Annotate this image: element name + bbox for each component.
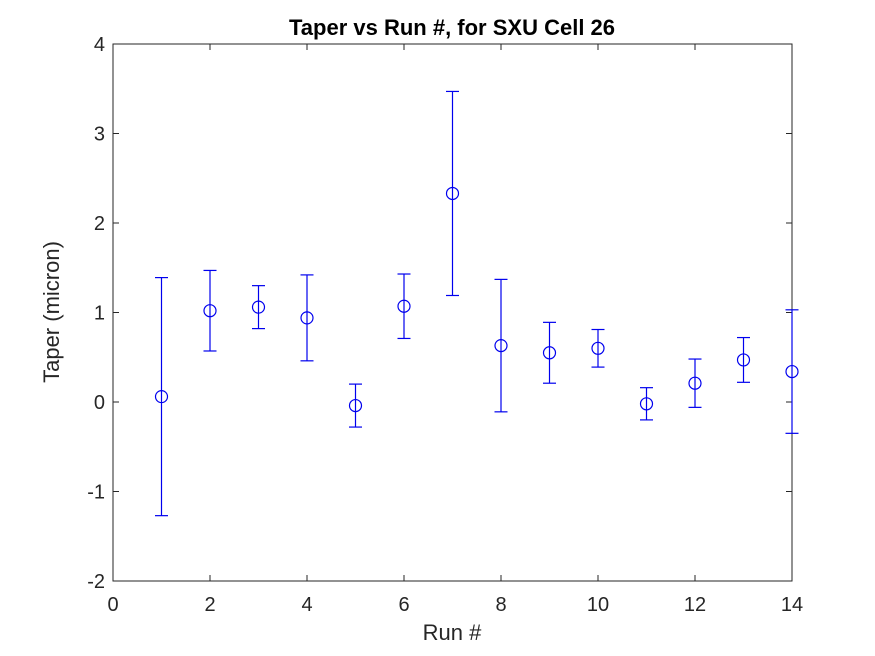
data-point-marker	[251, 300, 266, 314]
y-tick-label: -1	[87, 482, 105, 504]
x-tick-label: 4	[301, 594, 312, 616]
x-tick-label: 12	[684, 594, 706, 616]
data-point-marker	[688, 376, 702, 390]
data-point-marker	[591, 341, 605, 355]
data-point-marker	[445, 186, 460, 201]
x-axis-label: Run #	[423, 620, 482, 645]
data-point-marker	[300, 311, 314, 325]
x-tick-label: 14	[781, 594, 803, 616]
y-tick-label: 3	[94, 124, 105, 146]
y-tick-label: 2	[94, 213, 105, 235]
x-tick-label: 8	[495, 594, 506, 616]
data-point-marker	[736, 353, 751, 367]
x-tick-label: 2	[204, 594, 215, 616]
data-point-marker	[203, 304, 217, 318]
data-point-marker	[154, 390, 169, 404]
y-tick-label: 4	[94, 34, 105, 56]
y-tick-label: 1	[94, 303, 105, 325]
x-tick-label: 10	[587, 594, 609, 616]
data-point-marker	[348, 398, 363, 413]
data-point-marker	[542, 346, 557, 360]
y-axis-label: Taper (micron)	[39, 241, 64, 383]
y-tick-label: 0	[94, 392, 105, 414]
data-point-marker	[639, 397, 654, 411]
x-tick-label: 0	[107, 594, 118, 616]
x-tick-label: 6	[398, 594, 409, 616]
chart-title: Taper vs Run #, for SXU Cell 26	[289, 15, 615, 40]
y-tick-label: -2	[87, 571, 105, 593]
data-point-marker	[494, 339, 508, 353]
data-point-marker	[397, 299, 411, 313]
data-point-marker	[785, 364, 799, 379]
